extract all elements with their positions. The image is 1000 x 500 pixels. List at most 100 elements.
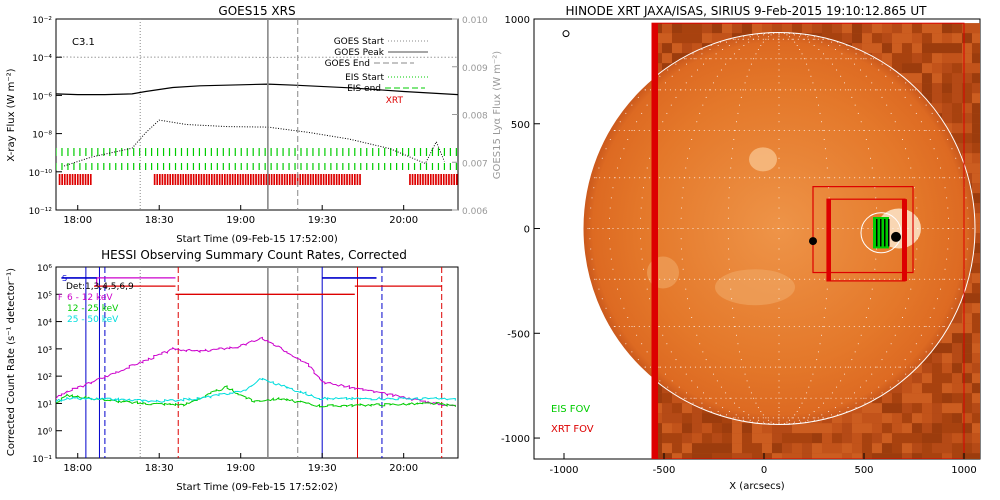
grid-dot xyxy=(778,34,780,36)
grid-dot xyxy=(729,58,731,60)
xrt-pixel-block xyxy=(952,433,962,444)
grid-dot xyxy=(612,228,614,230)
grid-dot xyxy=(947,207,949,209)
xrt-pixel-block xyxy=(832,33,842,44)
grid-dot xyxy=(871,167,873,169)
grid-dot xyxy=(777,228,779,230)
xrt-pixel-block xyxy=(972,103,980,114)
grid-dot xyxy=(719,366,721,368)
grid-dot xyxy=(649,278,651,280)
grid-dot xyxy=(634,278,636,280)
grid-dot xyxy=(739,177,741,179)
xrt-pixel-block xyxy=(972,93,980,104)
xrt-pixel-block xyxy=(702,423,712,434)
grid-dot xyxy=(627,228,629,230)
grid-dot xyxy=(684,89,686,91)
grid-dot xyxy=(851,96,853,98)
grid-dot xyxy=(775,423,777,425)
grid-dot xyxy=(874,89,876,91)
grid-dot xyxy=(768,32,770,34)
xrt-exposure-mark xyxy=(351,174,354,185)
xrt-pixel-block xyxy=(692,403,702,414)
grid-dot xyxy=(666,112,668,114)
grid-dot xyxy=(671,75,673,77)
grid-dot xyxy=(810,58,812,60)
xrt-pixel-block xyxy=(822,443,832,454)
grid-dot xyxy=(734,38,736,40)
xrt-exposure-mark xyxy=(453,174,456,185)
grid-dot xyxy=(759,278,761,280)
grid-dot xyxy=(805,34,807,36)
grid-dot xyxy=(863,130,865,132)
grid-dot xyxy=(855,407,857,409)
grid-dot xyxy=(737,417,739,419)
xrt-pixel-block xyxy=(882,423,892,434)
grid-dot xyxy=(699,177,701,179)
xrt-exposure-mark xyxy=(291,174,294,185)
xrt-pixel-block xyxy=(952,83,962,94)
grid-dot xyxy=(760,33,762,35)
xrt-pixel-block xyxy=(902,43,912,54)
grid-dot xyxy=(587,228,589,230)
grid-dot xyxy=(728,207,730,209)
grid-dot xyxy=(800,58,802,60)
grid-dot xyxy=(729,366,731,368)
grid-dot xyxy=(785,32,787,34)
goes-ytick-label: 10⁻¹⁰ xyxy=(29,169,53,179)
grid-dot xyxy=(744,278,746,280)
grid-dot xyxy=(792,228,794,230)
grid-dot xyxy=(749,366,751,368)
xrt-pixel-block xyxy=(882,33,892,44)
grid-dot xyxy=(703,63,705,65)
hessi-side-label-f: F xyxy=(58,293,63,302)
xrt-pixel-block xyxy=(912,73,922,84)
xrt-title: HINODE XRT JAXA/ISAS, SIRIUS 9-Feb-2015 … xyxy=(566,4,928,18)
grid-dot xyxy=(727,238,729,240)
xrt-exposure-mark xyxy=(74,174,77,185)
xrt-exposure-mark xyxy=(432,174,435,185)
xrt-pixel-block xyxy=(972,33,980,44)
xrt-pixel-block xyxy=(682,443,692,454)
grid-dot xyxy=(934,278,936,280)
grid-dot xyxy=(739,351,741,353)
xrt-pixel-block xyxy=(862,423,872,434)
xrt-pixel-block xyxy=(932,343,942,354)
xrt-exposure-mark xyxy=(275,174,278,185)
grid-dot xyxy=(641,343,643,345)
grid-dot xyxy=(929,317,931,319)
grid-dot xyxy=(854,351,856,353)
grid-dot xyxy=(753,38,755,40)
grid-dot xyxy=(771,32,773,34)
grid-dot xyxy=(879,89,881,91)
grid-dot xyxy=(764,366,766,368)
grid-dot xyxy=(865,58,867,60)
xrt-pixel-block xyxy=(962,383,972,394)
grid-dot xyxy=(678,130,680,132)
grid-dot xyxy=(689,177,691,179)
xrt-pixel-block xyxy=(842,443,852,454)
xrt-pixel-block xyxy=(682,413,692,424)
grid-dot xyxy=(788,326,790,328)
grid-dot xyxy=(664,177,666,179)
grid-dot xyxy=(688,307,690,309)
grid-dot xyxy=(699,89,701,91)
grid-dot xyxy=(668,326,670,328)
grid-dot xyxy=(939,167,941,169)
xrt-pixel-block xyxy=(952,313,962,324)
grid-dot xyxy=(903,326,905,328)
grid-dot xyxy=(674,366,676,368)
xrt-pixel-block xyxy=(772,423,782,434)
xrt-pixel-block xyxy=(772,443,782,454)
grid-dot xyxy=(832,228,834,230)
grid-dot xyxy=(778,167,780,169)
grid-dot xyxy=(739,36,741,38)
grid-dot xyxy=(710,411,712,413)
xrt-pixel-block xyxy=(972,323,980,334)
grid-dot xyxy=(905,307,907,309)
grid-dot xyxy=(789,278,791,280)
xrt-exposure-mark xyxy=(419,174,422,185)
grid-dot xyxy=(631,326,633,328)
grid-dot xyxy=(687,157,689,159)
xrt-exposure-mark xyxy=(429,174,432,185)
grid-dot xyxy=(829,89,831,91)
